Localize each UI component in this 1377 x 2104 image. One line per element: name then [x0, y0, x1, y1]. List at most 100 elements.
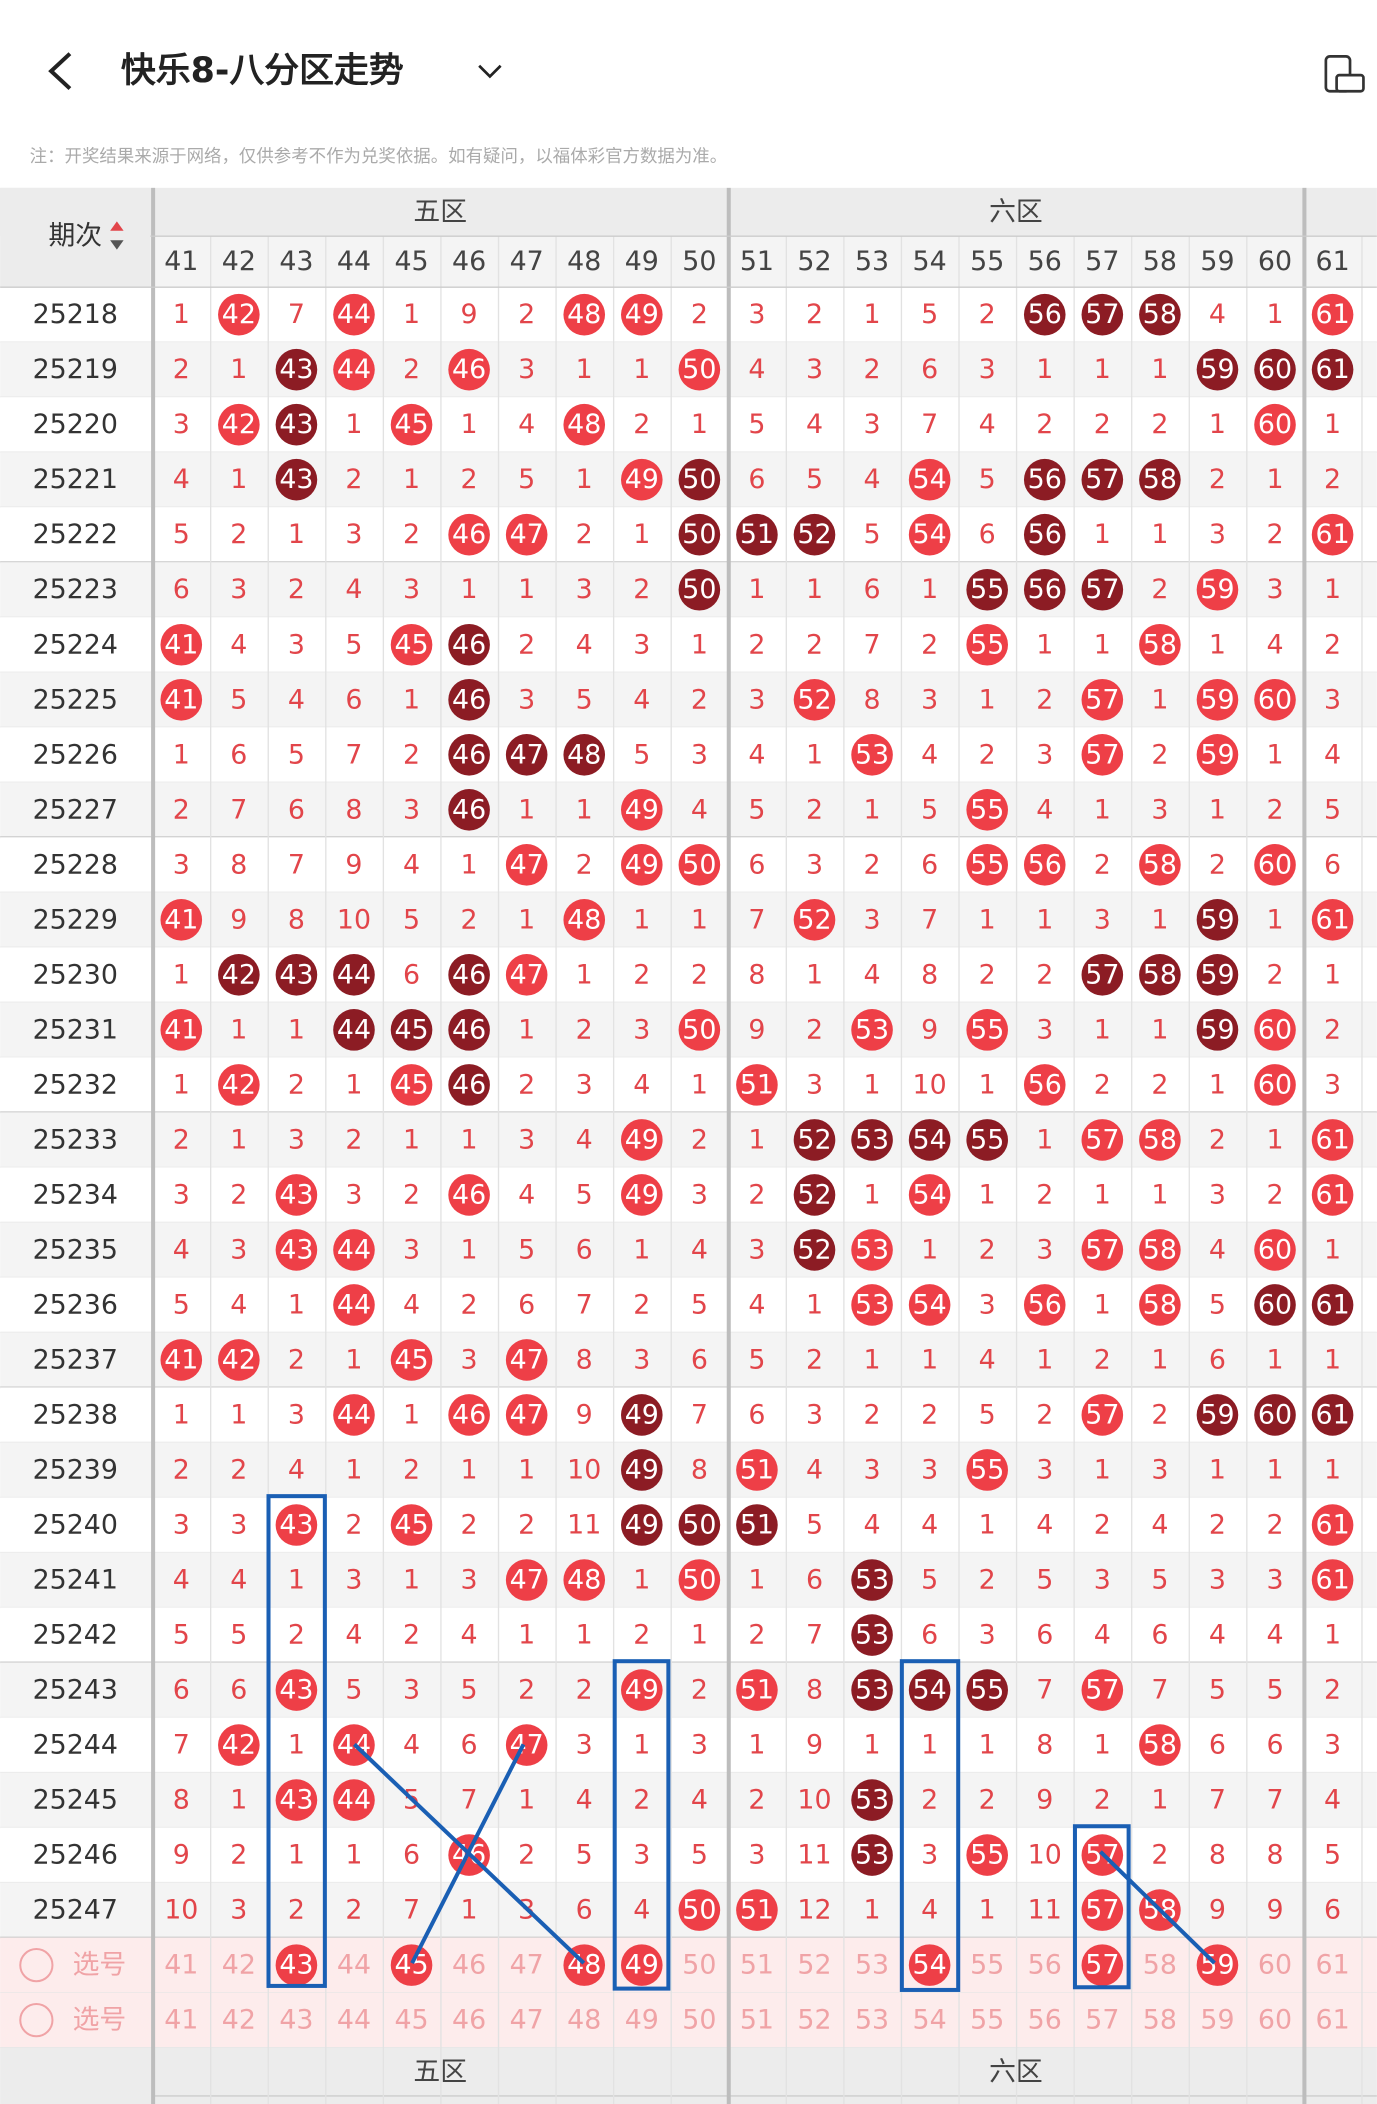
miss-count: 10 [1028, 1840, 1062, 1871]
miss-count: 9 [748, 1014, 765, 1045]
hit-ball [1254, 678, 1296, 721]
miss-count: 3 [1266, 1565, 1283, 1596]
hit-number: 56 [1028, 1069, 1062, 1100]
hit-number: 43 [279, 1785, 313, 1816]
miss-count: 1 [345, 1454, 362, 1485]
hit-number: 57 [1085, 1399, 1119, 1430]
miss-count: 3 [576, 1730, 593, 1761]
hit-ball [448, 789, 490, 831]
miss-count: 2 [806, 1014, 823, 1045]
miss-count: 1 [1036, 904, 1053, 935]
miss-count: 6 [921, 354, 938, 385]
hit-ball [1023, 293, 1066, 336]
period: 25244 [33, 1730, 118, 1761]
miss-count: 1 [461, 409, 478, 440]
miss-count: 1 [921, 574, 938, 605]
hit-ball [218, 1339, 260, 1381]
hit-number: 57 [1085, 299, 1119, 330]
miss-count: 1 [576, 794, 593, 825]
miss-count: 2 [173, 1124, 190, 1155]
select-radio[interactable] [19, 1948, 54, 1983]
miss-count: 1 [864, 1179, 881, 1210]
miss-count: 1 [1324, 1620, 1341, 1651]
hit-number: 59 [1200, 1014, 1234, 1045]
miss-count: 3 [288, 1399, 305, 1430]
hit-ball [448, 348, 490, 391]
miss-count: 1 [518, 1785, 535, 1816]
hit-ball [908, 1174, 951, 1216]
hit-number: 42 [222, 409, 256, 440]
period: 25229 [33, 904, 118, 935]
miss-count: 46 [452, 2005, 486, 2036]
annotations [266, 1494, 1216, 1992]
miss-count: 7 [864, 629, 881, 660]
period: 25222 [33, 519, 118, 550]
miss-count: 5 [345, 629, 362, 660]
hit-ball [736, 1504, 778, 1546]
hit-ball [333, 1009, 375, 1051]
hit-number: 61 [1316, 1565, 1350, 1596]
miss-count: 2 [173, 1454, 190, 1485]
hit-ball [275, 458, 318, 501]
miss-count: 1 [633, 1730, 650, 1761]
miss-count: 1 [461, 1124, 478, 1155]
hit-number: 51 [740, 1895, 774, 1926]
hit-number: 41 [164, 904, 198, 935]
column-number: 55 [970, 246, 1004, 277]
hit-number: 43 [279, 1179, 313, 1210]
hit-number: 54 [913, 1124, 947, 1155]
miss-count: 1 [518, 1014, 535, 1045]
miss-count: 1 [979, 684, 996, 715]
hit-ball [333, 1229, 375, 1271]
miss-count: 1 [403, 1399, 420, 1430]
miss-count: 3 [979, 354, 996, 385]
miss-count: 3 [518, 684, 535, 715]
hit-ball [275, 348, 318, 391]
row-bg [0, 1167, 1377, 1223]
hit-number: 49 [625, 1950, 659, 1981]
zone-footer-bg [0, 2047, 1377, 2104]
miss-count: 5 [518, 1234, 535, 1265]
column-number: 59 [1200, 246, 1234, 277]
hit-number: 49 [625, 1179, 659, 1210]
miss-count: 5 [921, 299, 938, 330]
miss-count: 2 [576, 1014, 593, 1045]
row-bg [0, 1992, 1377, 2048]
miss-count: 44 [337, 2005, 371, 2036]
hit-number: 47 [510, 739, 544, 770]
hit-ball [1139, 1119, 1181, 1161]
back-button[interactable] [48, 52, 72, 91]
hit-number: 44 [337, 1785, 371, 1816]
view-toggle[interactable] [1324, 55, 1365, 93]
hit-number: 50 [682, 1895, 716, 1926]
miss-count: 6 [1324, 1895, 1341, 1926]
hit-ball [1081, 568, 1124, 611]
title-dropdown[interactable] [478, 64, 502, 79]
miss-count: 7 [403, 1895, 420, 1926]
hit-ball [1196, 678, 1239, 721]
miss-count: 2 [1094, 1509, 1111, 1540]
miss-count: 1 [1151, 1344, 1168, 1375]
miss-count: 11 [1028, 1895, 1062, 1926]
hit-number: 46 [452, 794, 486, 825]
miss-count: 10 [337, 904, 371, 935]
hit-ball [160, 678, 203, 721]
select-radio[interactable] [19, 2003, 54, 2038]
miss-count: 4 [633, 1069, 650, 1100]
miss-count: 7 [1266, 1785, 1283, 1816]
hit-number: 60 [1258, 409, 1292, 440]
miss-count: 7 [748, 904, 765, 935]
miss-count: 6 [1036, 1620, 1053, 1651]
miss-count: 6 [864, 574, 881, 605]
miss-count: 3 [403, 1234, 420, 1265]
miss-count: 1 [1209, 1454, 1226, 1485]
hit-ball [1311, 1504, 1354, 1546]
sort-icon [110, 221, 124, 231]
hit-ball [448, 1174, 490, 1216]
miss-count: 2 [979, 739, 996, 770]
hit-number: 43 [279, 409, 313, 440]
hit-ball [908, 513, 951, 556]
miss-count: 1 [288, 1014, 305, 1045]
hit-ball [505, 1339, 548, 1381]
hit-ball [1254, 1229, 1296, 1271]
